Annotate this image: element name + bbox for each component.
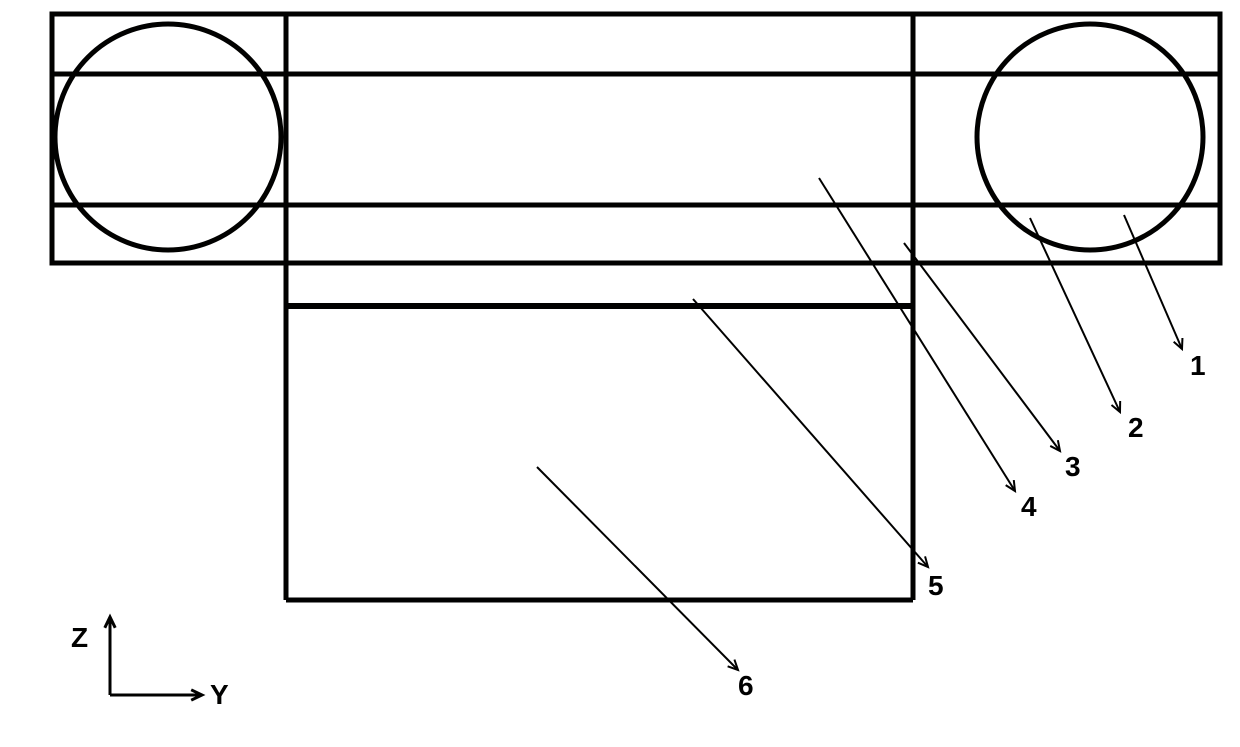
callout-label-6: 6 <box>738 670 754 702</box>
callout-label-5: 5 <box>928 570 944 602</box>
callout-label-2: 2 <box>1128 412 1144 444</box>
y-axis-label: Y <box>210 679 229 711</box>
callout-label-1: 1 <box>1190 350 1206 382</box>
callout-label-3: 3 <box>1065 451 1081 483</box>
z-axis-label: Z <box>71 622 88 654</box>
callout-label-4: 4 <box>1021 491 1037 523</box>
